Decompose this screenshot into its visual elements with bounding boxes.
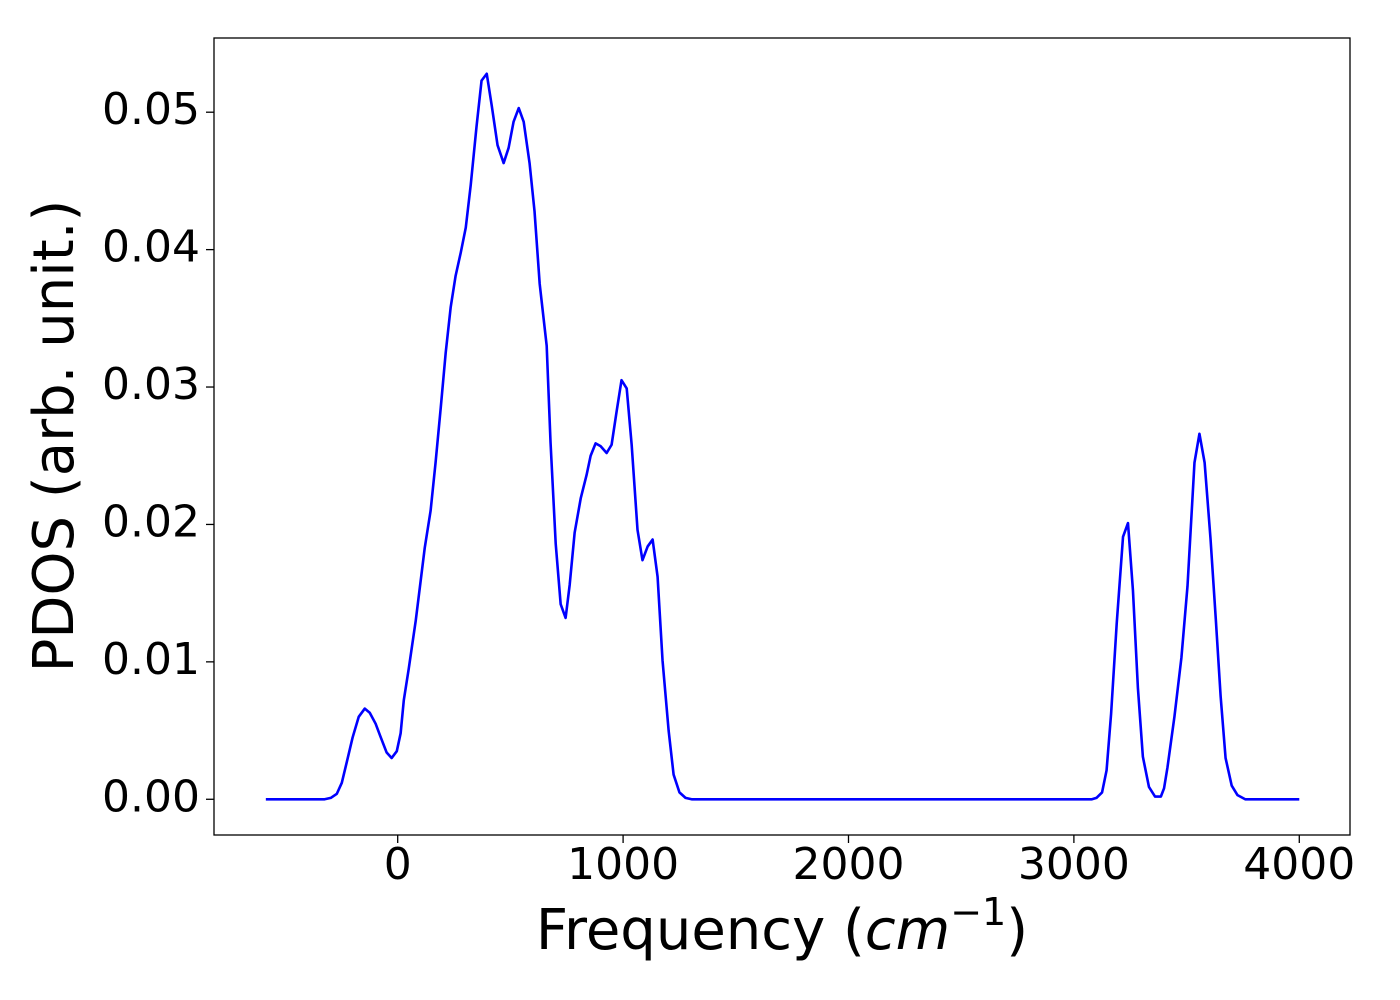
x-label-exponent: −1	[950, 890, 1006, 934]
x-label-close: )	[1006, 898, 1028, 963]
data-line	[265, 72, 1300, 801]
x-tick-label: 0	[384, 839, 412, 890]
x-axis-label: Frequency (cm−1)	[536, 890, 1028, 964]
x-label-unit: cm	[865, 898, 950, 963]
y-axis-label: PDOS (arb. unit.)	[22, 200, 87, 673]
y-tick-label: 0.04	[102, 222, 200, 273]
x-tick-label: 4000	[1243, 839, 1355, 890]
x-tick-label: 2000	[792, 839, 904, 890]
y-tick-label: 0.01	[102, 634, 200, 685]
y-tick-label: 0.02	[102, 496, 200, 547]
y-tick-label: 0.00	[102, 771, 200, 822]
y-tick-label: 0.03	[102, 359, 200, 410]
x-label-text: Frequency (	[536, 898, 865, 963]
plot-frame	[213, 37, 1351, 836]
x-tick-label: 3000	[1018, 839, 1130, 890]
x-tick-label: 1000	[567, 839, 679, 890]
y-tick-label: 0.05	[102, 84, 200, 135]
